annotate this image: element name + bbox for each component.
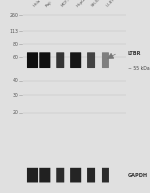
- Text: 113: 113: [9, 29, 18, 34]
- FancyBboxPatch shape: [70, 168, 81, 183]
- Text: Raji: Raji: [45, 0, 53, 8]
- FancyBboxPatch shape: [102, 168, 109, 183]
- FancyBboxPatch shape: [87, 168, 95, 183]
- FancyBboxPatch shape: [56, 168, 64, 183]
- FancyBboxPatch shape: [102, 52, 109, 68]
- Text: MCF7: MCF7: [60, 0, 71, 8]
- Text: Hela: Hela: [33, 0, 42, 8]
- Text: U-87 MG: U-87 MG: [105, 0, 121, 8]
- FancyBboxPatch shape: [56, 52, 64, 68]
- Text: ~ 55 kDa: ~ 55 kDa: [128, 66, 150, 71]
- FancyBboxPatch shape: [27, 168, 38, 183]
- Text: 80: 80: [12, 42, 18, 47]
- Text: 30: 30: [12, 93, 18, 98]
- Text: SH-SY5Y: SH-SY5Y: [91, 0, 106, 8]
- FancyBboxPatch shape: [39, 168, 50, 183]
- Text: 20: 20: [12, 110, 18, 115]
- FancyBboxPatch shape: [39, 52, 50, 68]
- Text: 260: 260: [9, 13, 18, 18]
- Text: GAPDH: GAPDH: [128, 173, 148, 178]
- Text: LTBR: LTBR: [128, 51, 141, 56]
- Text: HepG2: HepG2: [76, 0, 88, 8]
- FancyBboxPatch shape: [70, 52, 81, 68]
- Text: 60: 60: [12, 55, 18, 60]
- FancyBboxPatch shape: [87, 52, 95, 68]
- Text: 40: 40: [12, 78, 18, 83]
- FancyBboxPatch shape: [27, 52, 38, 68]
